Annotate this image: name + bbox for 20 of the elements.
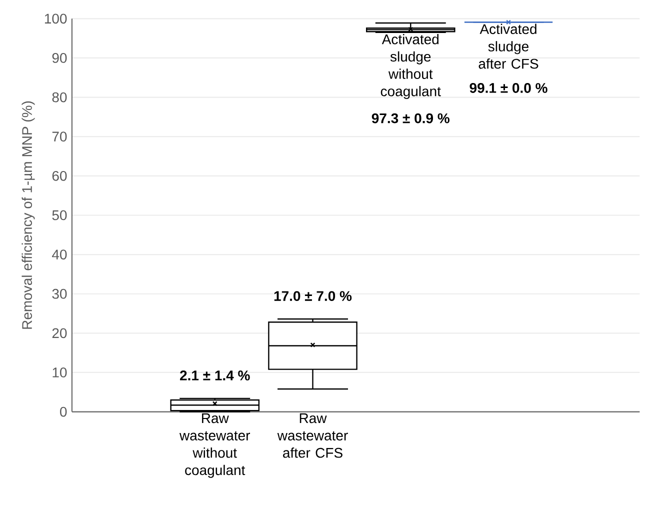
x-tick-label: Raw wastewater after CFS: [277, 414, 348, 458]
y-tick-label: 80: [52, 92, 67, 102]
x-tick-label: Activated sludge without coagulant: [380, 34, 441, 100]
x-tick-label: Raw wastewater without coagulant: [179, 414, 250, 478]
y-tick-label: 90: [52, 53, 67, 64]
y-tick-label: 30: [52, 289, 67, 299]
y-tick-label: 50: [52, 210, 67, 220]
x-tick-label: Activated sludge after CFS: [478, 24, 538, 69]
y-tick-label: 40: [52, 250, 67, 260]
y-tick-label: 100: [44, 14, 67, 24]
y-tick-label: 10: [52, 368, 67, 378]
annotation: 97.3 ± 0.9 %: [372, 113, 450, 124]
y-axis-title: Removal efficiency of 1-µm MNP (%): [22, 102, 35, 329]
y-tick-label: 0: [60, 406, 67, 417]
y-tick-label: 60: [52, 171, 67, 181]
annotation: 17.0 ± 7.0 %: [274, 291, 352, 302]
annotation: 2.1 ± 1.4 %: [180, 370, 250, 381]
y-tick-label: 20: [52, 328, 67, 338]
annotation: 99.1 ± 0.0 %: [470, 83, 548, 94]
y-tick-label: 70: [52, 132, 67, 142]
